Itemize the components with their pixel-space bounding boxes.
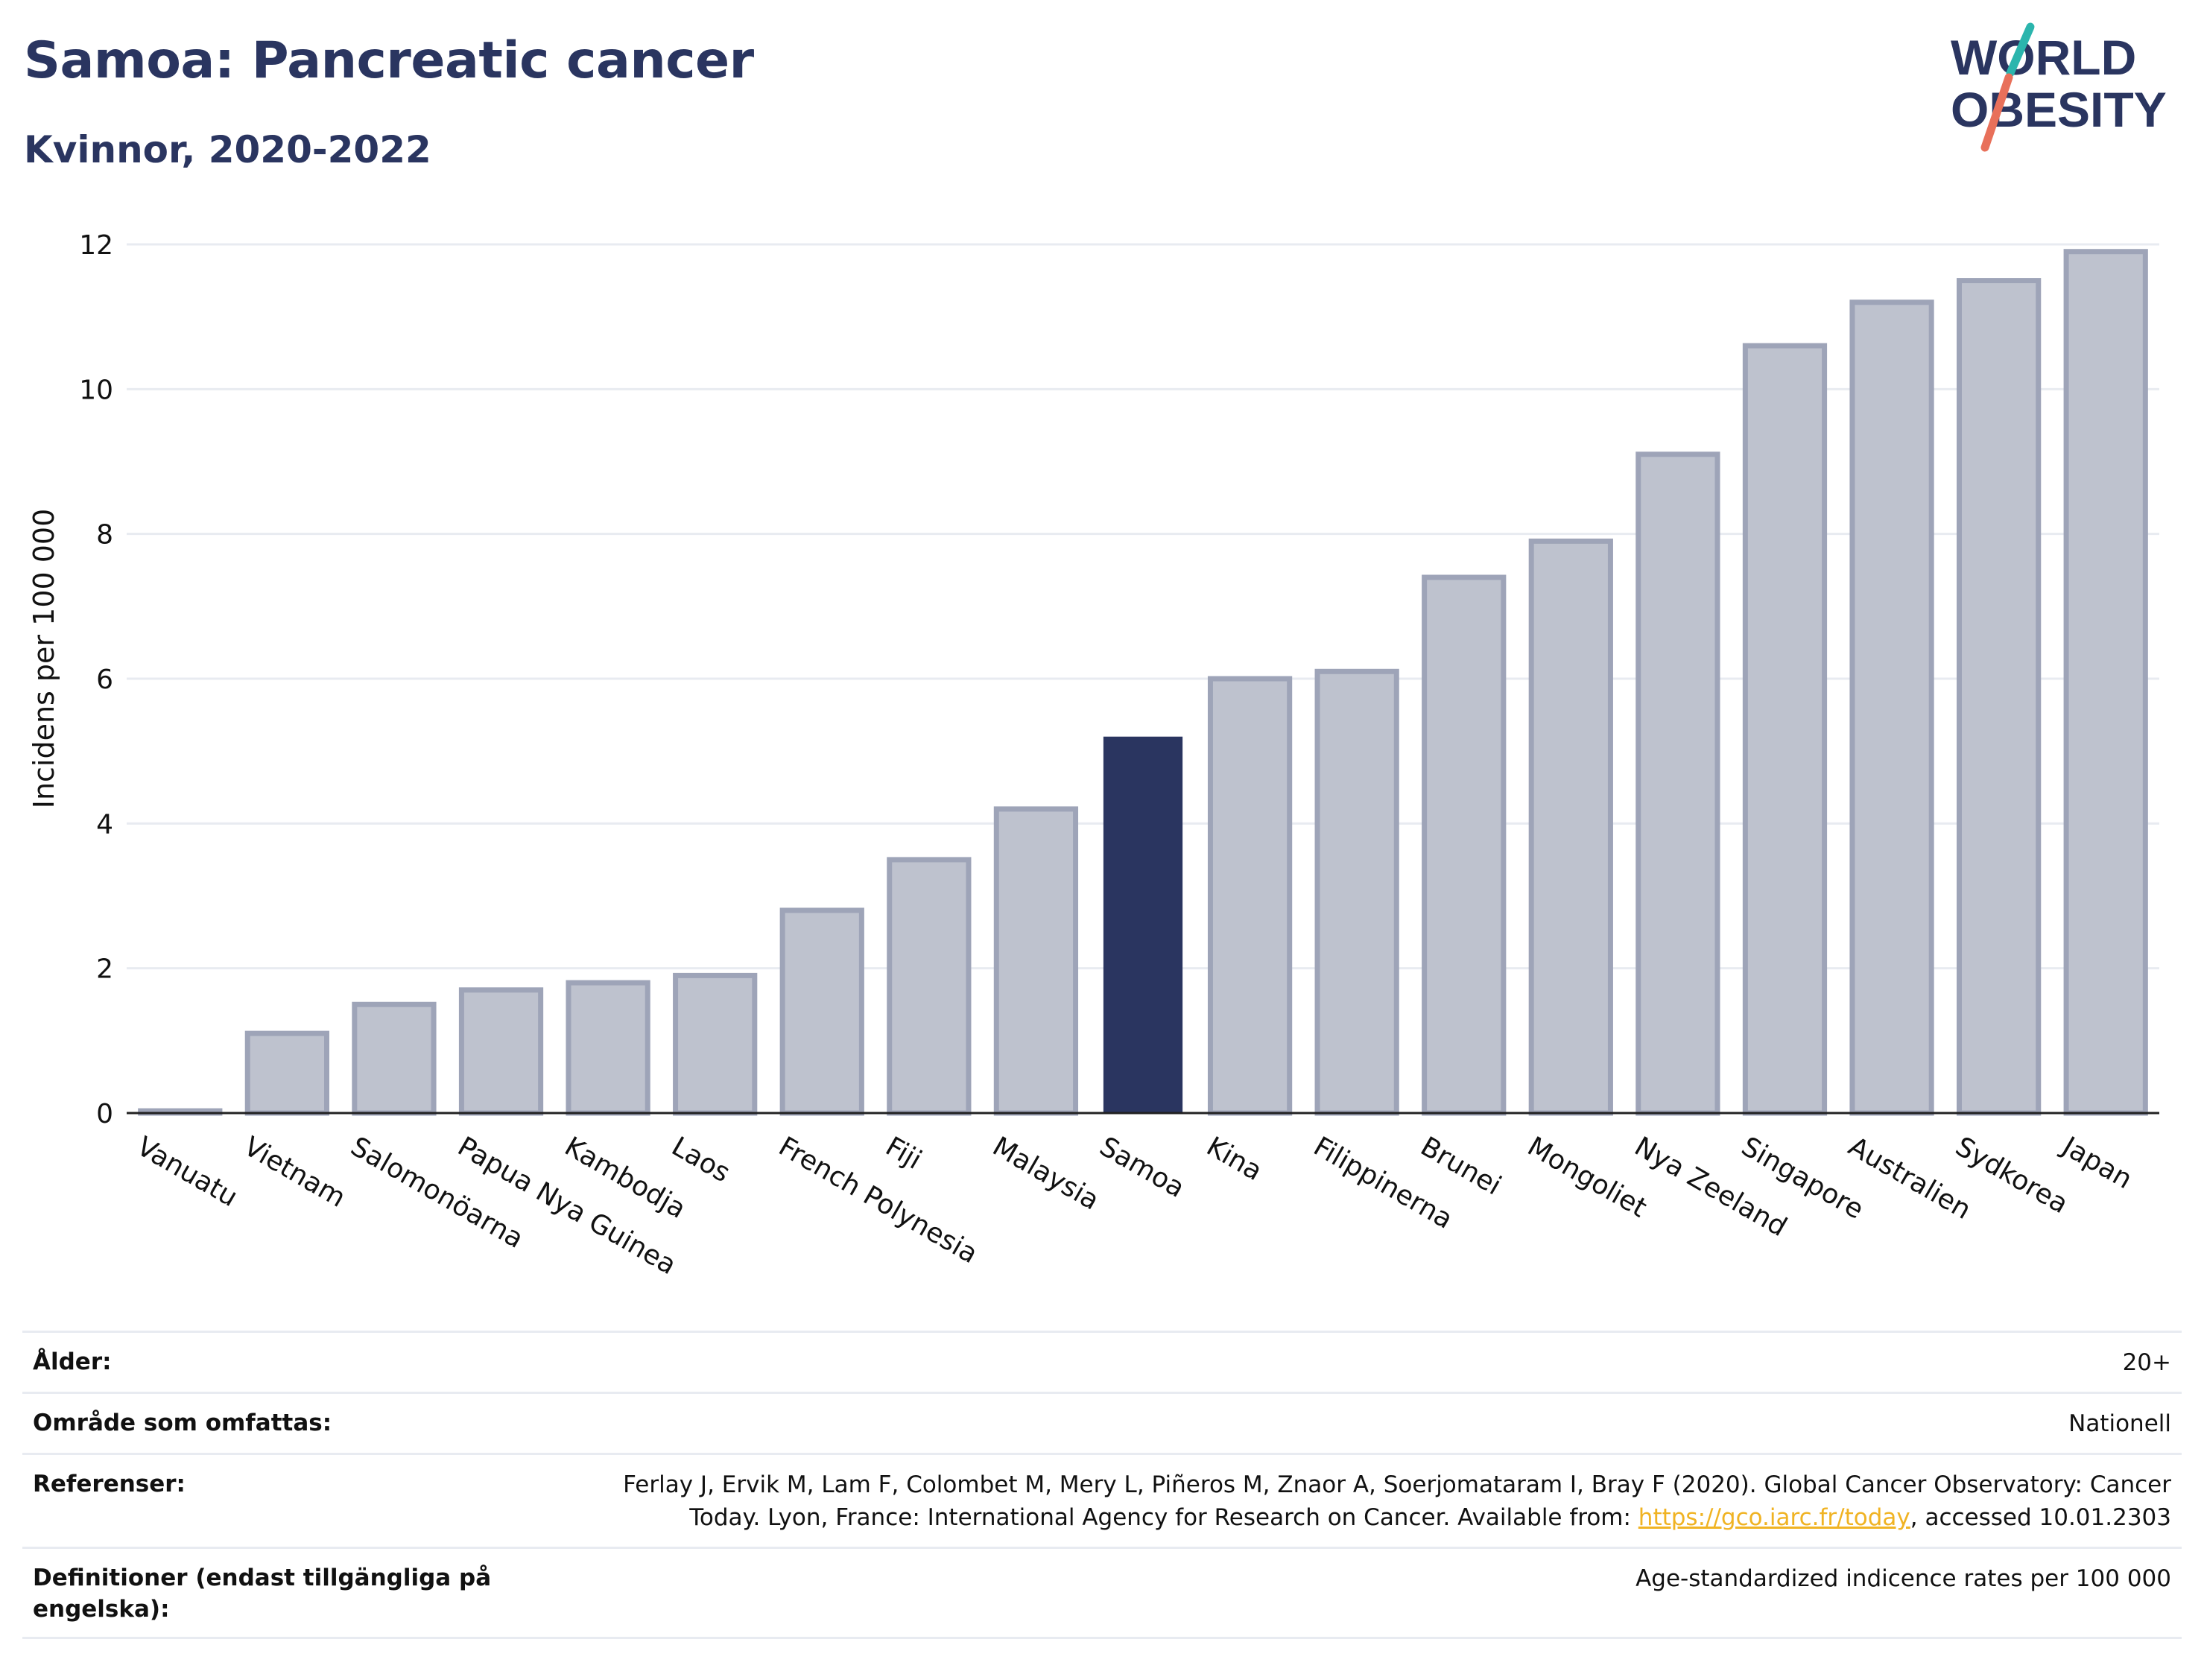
x-tick-label: Malaysia bbox=[987, 1131, 1104, 1216]
y-tick-label: 6 bbox=[96, 665, 113, 695]
y-tick-label: 2 bbox=[96, 954, 113, 985]
chart-title: Samoa: Pancreatic cancer bbox=[24, 31, 754, 90]
y-tick-label: 0 bbox=[96, 1099, 113, 1129]
bar bbox=[566, 980, 650, 1116]
bar bbox=[1849, 299, 1934, 1116]
info-row-references: Referenser: Ferlay J, Ervik M, Lam F, Co… bbox=[22, 1453, 2182, 1547]
x-tick-label: Brunei bbox=[1415, 1131, 1506, 1201]
info-row-area: Område som omfattas: Nationell bbox=[22, 1392, 2182, 1453]
x-tick-label: Samoa bbox=[1095, 1131, 1190, 1204]
info-value-definitions: Age-standardized indicence rates per 100… bbox=[1635, 1565, 2171, 1592]
logo-line-world: WORLD bbox=[1951, 30, 2136, 85]
bar bbox=[993, 806, 1079, 1116]
bar bbox=[352, 1001, 437, 1116]
bar bbox=[1635, 451, 1720, 1116]
bar bbox=[1207, 676, 1293, 1116]
reference-text: Ferlay J, Ervik M, Lam F, Colombet M, Me… bbox=[623, 1471, 2171, 1531]
x-tick-label: Japan bbox=[2056, 1130, 2137, 1195]
bar bbox=[244, 1030, 329, 1116]
x-tick-label: Australien bbox=[1843, 1131, 1976, 1226]
bars bbox=[138, 249, 2148, 1116]
info-row-age: Ålder: 20+ bbox=[22, 1331, 2182, 1392]
bar bbox=[1528, 538, 1613, 1116]
y-tick-label: 12 bbox=[79, 230, 113, 261]
bar bbox=[1422, 574, 1507, 1116]
x-tick-label: Vietnam bbox=[238, 1131, 350, 1214]
bar-chart: 0 2 4 6 8 10 12 VanuatuVietnamSalomonöarnaPapu… bbox=[28, 230, 2159, 1281]
x-tick-label: Kina bbox=[1201, 1131, 1267, 1187]
logo-slash-top bbox=[2006, 22, 2035, 77]
bar bbox=[779, 907, 864, 1116]
info-label-definitions: Definitioner (endast tillgängliga på eng… bbox=[33, 1565, 492, 1623]
info-row-definitions: Definitioner (endast tillgängliga på eng… bbox=[22, 1547, 2182, 1639]
world-obesity-logo: WORLD OBESITY bbox=[1951, 22, 2167, 152]
y-axis-label: Incidens per 100 000 bbox=[28, 509, 60, 809]
info-value-area: Nationell bbox=[2068, 1410, 2171, 1437]
info-label-age: Ålder: bbox=[33, 1348, 112, 1375]
bar bbox=[1314, 668, 1399, 1116]
logo-slash-bottom bbox=[1980, 73, 2013, 152]
y-tick-label: 8 bbox=[96, 520, 113, 551]
x-tick-label: Fiji bbox=[881, 1131, 927, 1176]
x-tick-label: French Polynesia bbox=[773, 1131, 983, 1269]
info-value-age: 20+ bbox=[2122, 1349, 2171, 1376]
bar-highlighted bbox=[1103, 736, 1183, 1113]
y-tick-label: 10 bbox=[79, 375, 113, 405]
info-value-references: Ferlay J, Ervik M, Lam F, Colombet M, Me… bbox=[562, 1468, 2171, 1534]
info-table: Ålder: 20+ Område som omfattas: Nationel… bbox=[22, 1331, 2182, 1639]
info-label-references: Referenser: bbox=[33, 1471, 186, 1497]
x-tick-label: Vanuatu bbox=[131, 1131, 242, 1213]
bar bbox=[1957, 278, 2042, 1116]
info-label-area: Område som omfattas: bbox=[33, 1410, 332, 1436]
bar bbox=[887, 857, 972, 1116]
reference-link[interactable]: https://gco.iarc.fr/today bbox=[1638, 1504, 1910, 1531]
x-tick-label: Mongoliet bbox=[1522, 1131, 1652, 1223]
bar bbox=[2063, 249, 2148, 1116]
bar bbox=[458, 987, 544, 1116]
bar bbox=[673, 972, 758, 1116]
logo-line-obesity: OBESITY bbox=[1951, 82, 2167, 137]
y-tick-label: 4 bbox=[96, 809, 113, 840]
bar bbox=[1742, 343, 1828, 1116]
x-tick-label: Laos bbox=[666, 1131, 735, 1188]
chart-subtitle: Kvinnor, 2020-2022 bbox=[24, 128, 431, 171]
reference-accessed-text: , accessed 10.01.2303 bbox=[1910, 1504, 2171, 1531]
y-tick-labels: 0 2 4 6 8 10 12 bbox=[79, 230, 113, 1129]
